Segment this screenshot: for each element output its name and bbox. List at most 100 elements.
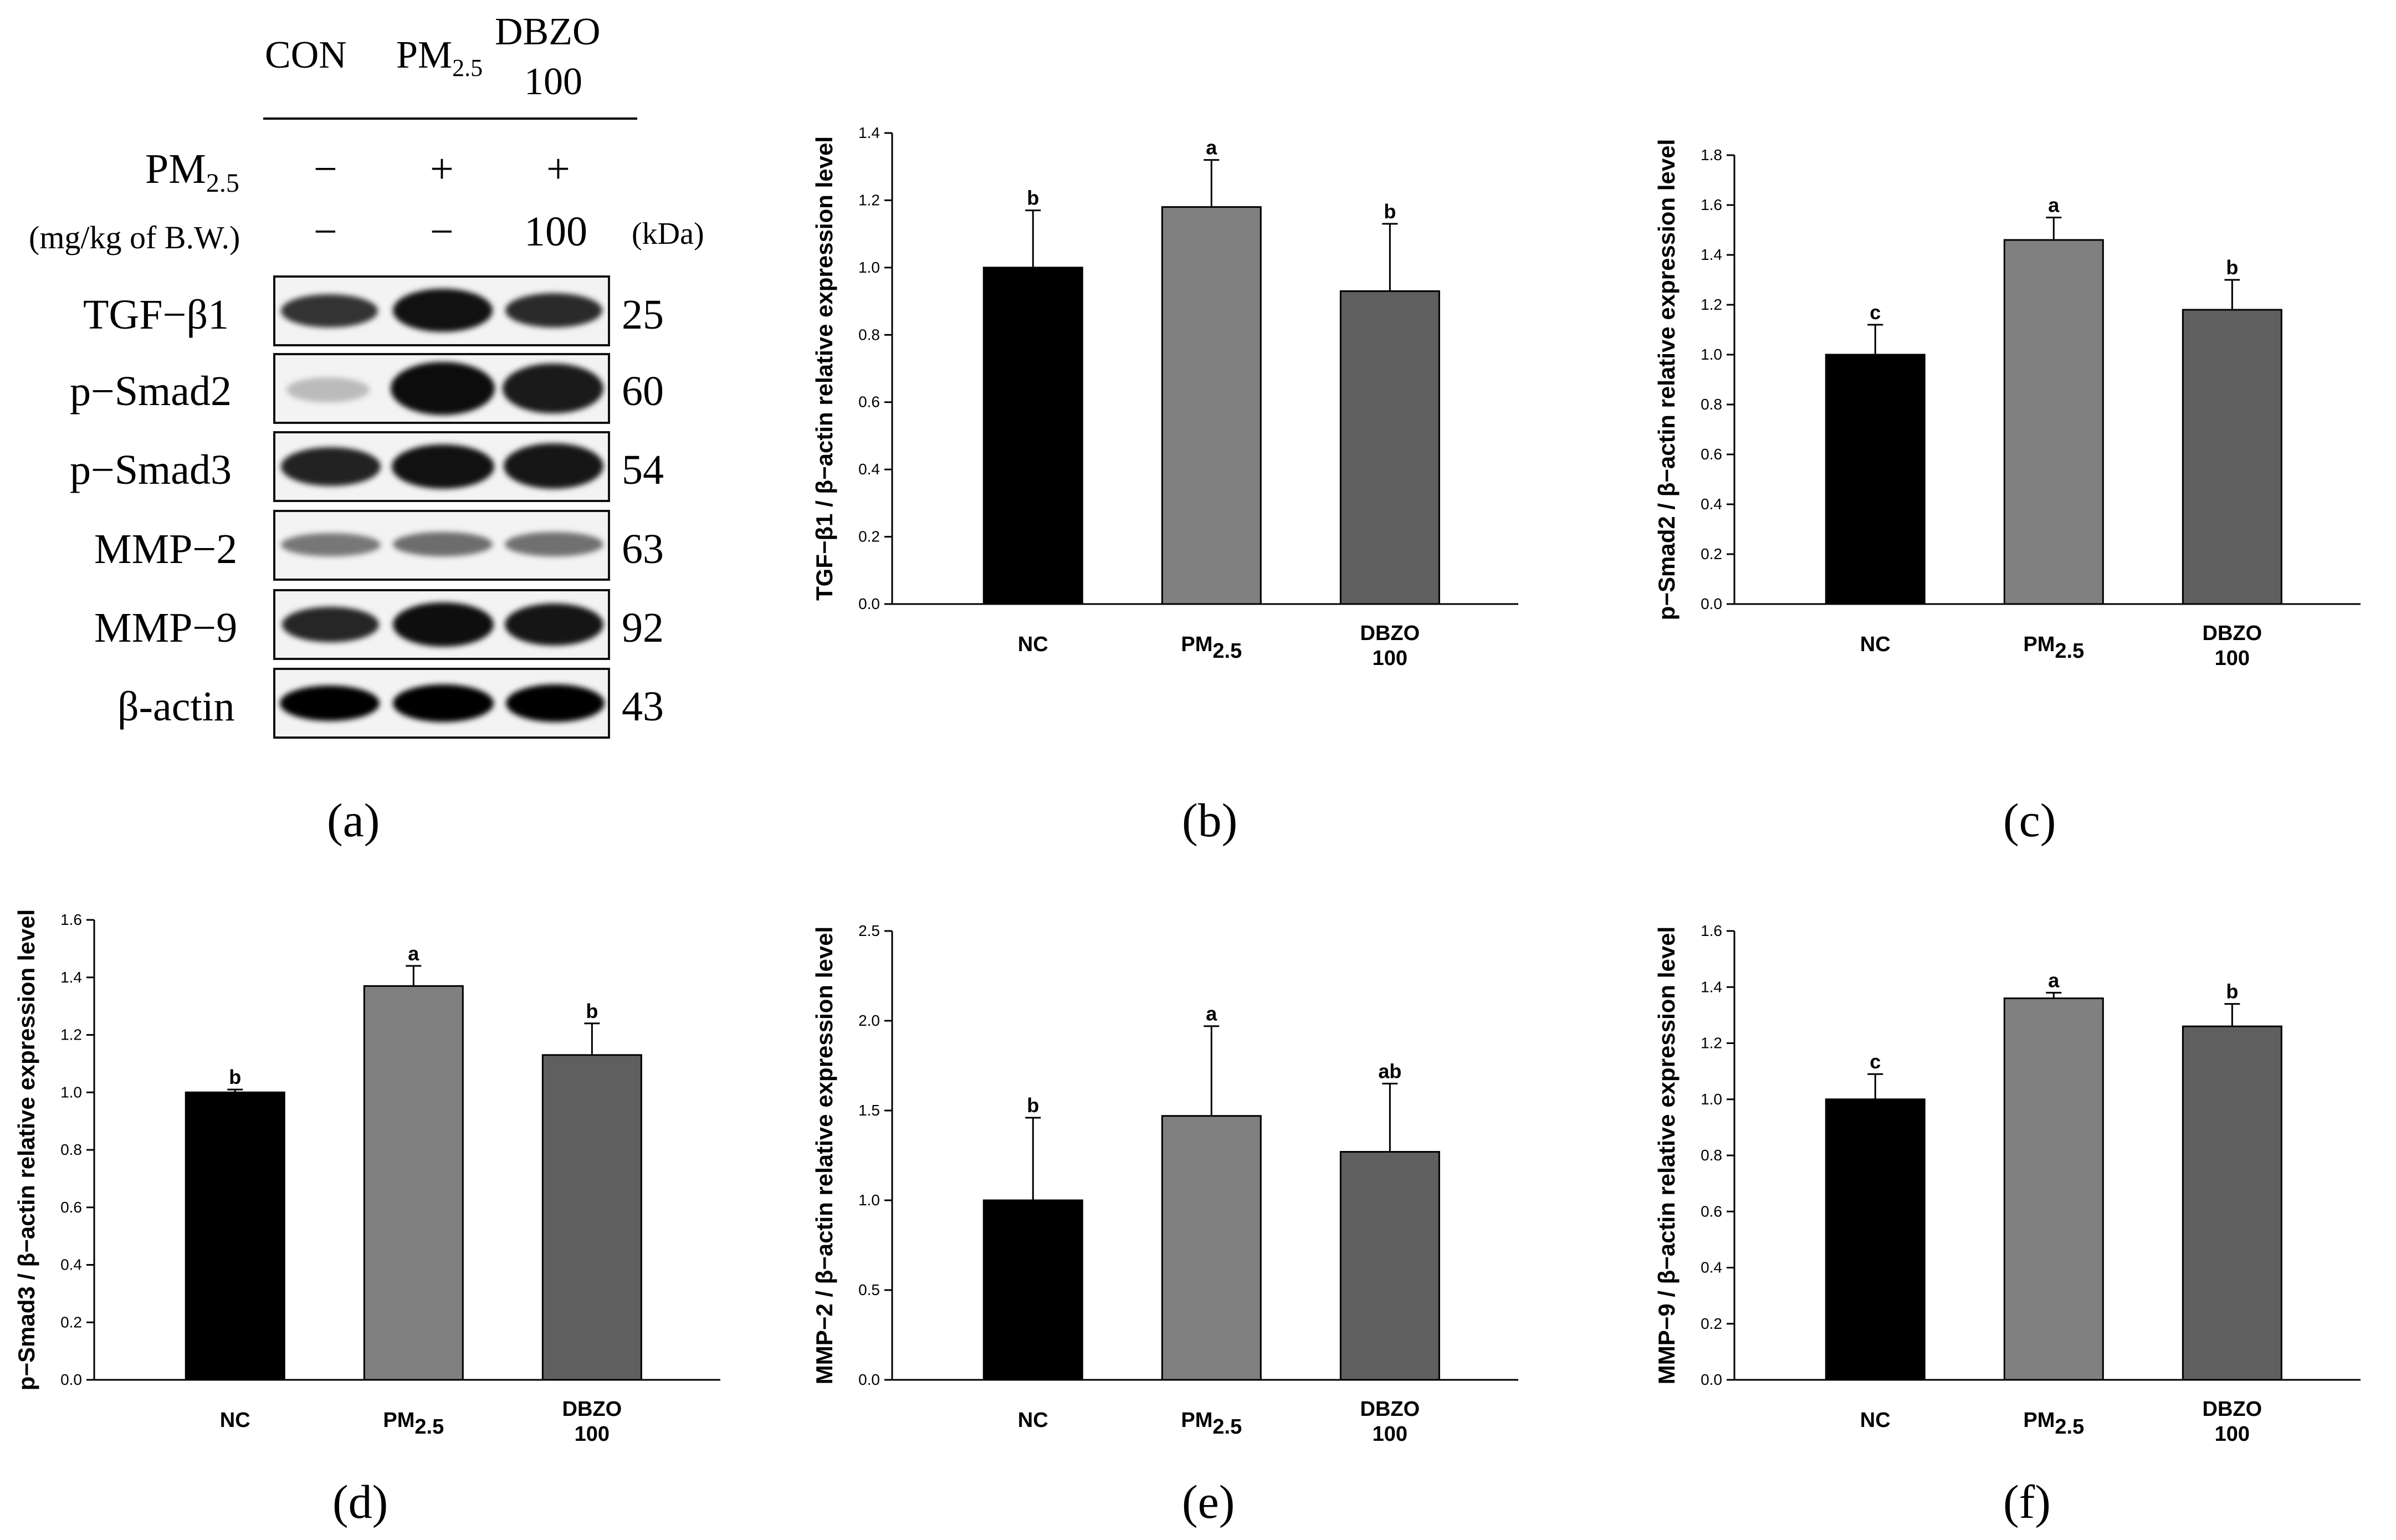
y-tick-label: 1.2 (1701, 296, 1722, 313)
row-dose-pm: − (430, 208, 454, 255)
blot-image (273, 510, 610, 581)
significance-letter: b (2226, 256, 2238, 279)
x-tick-label: DBZO (562, 1398, 622, 1421)
y-tick-label: 0.6 (858, 393, 880, 411)
y-tick-label: 2.5 (858, 922, 880, 939)
panel-label-f: (f) (2003, 1475, 2051, 1528)
kda-unit: (kDa) (632, 217, 704, 251)
bar-chart-p-smad2: 0.0 0.2 0.4 0.6 0.8 1.0 1.2 1.4 1.6 1.8 p−Smad2 / … (1653, 139, 2361, 670)
blot-image (273, 431, 610, 502)
y-tick-label: 0.2 (858, 528, 880, 545)
significance-letter: b (1027, 187, 1039, 209)
x-tick-label: PM2.5 (1181, 1409, 1242, 1439)
x-tick-label: NC (1860, 633, 1891, 656)
y-tick-label: 1.6 (1701, 196, 1722, 213)
y-tick-label: 0.2 (1701, 1315, 1722, 1332)
bar-nc (982, 1199, 1083, 1381)
protein-kda: 25 (622, 291, 664, 338)
row-pm-pm: + (430, 146, 454, 192)
panel-label-c: (c) (2003, 794, 2056, 847)
y-tick-label: 2.0 (858, 1012, 880, 1029)
blot-image (273, 668, 610, 739)
y-axis-label: p−Smad3 / β−actin relative expression le… (13, 909, 39, 1390)
y-tick-label: 1.4 (858, 124, 880, 141)
significance-letter: a (2048, 969, 2060, 991)
y-tick-label: 0.2 (1701, 545, 1722, 562)
protein-label: MMP−9 (94, 605, 238, 651)
y-tick-label: 0.4 (1701, 1259, 1722, 1276)
y-tick-label: 1.0 (858, 1191, 880, 1209)
significance-letter: b (1027, 1094, 1039, 1117)
protein-label: TGF−β1 (83, 291, 229, 338)
bar-pm25 (2003, 239, 2104, 605)
protein-kda: 63 (622, 526, 664, 572)
y-axis-label: MMP−2 / β−actin relative expression leve… (811, 927, 837, 1384)
bar-dbzo100 (1339, 1151, 1440, 1381)
x-tick-label: DBZO (2203, 1398, 2262, 1421)
y-tick-label: 0.0 (858, 1371, 880, 1388)
y-tick-label: 1.8 (1701, 146, 1722, 163)
protein-kda: 92 (622, 605, 664, 651)
y-tick-label: 0.0 (60, 1371, 82, 1388)
y-tick-label: 0.0 (1701, 1371, 1722, 1388)
y-tick-label: 1.2 (1701, 1035, 1722, 1052)
bar-chart-p-smad3: 0.0 0.2 0.4 0.6 0.8 1.0 1.2 1.4 1.6 p−Smad3 / β−a… (13, 909, 720, 1446)
y-tick-label: 0.6 (1701, 1203, 1722, 1220)
y-axis-label: TGF−β1 / β−actin relative expression lev… (811, 136, 837, 601)
significance-letter: a (408, 942, 419, 965)
protein-kda: 43 (622, 683, 664, 730)
significance-letter: a (1206, 136, 1217, 159)
protein-label: β-actin (117, 683, 235, 730)
x-tick-label: 100 (2215, 647, 2250, 670)
x-tick-label: NC (1018, 633, 1048, 656)
bar-dbzo100 (1339, 290, 1440, 605)
y-tick-label: 0.0 (1701, 595, 1722, 612)
x-tick-label: DBZO (1360, 1398, 1420, 1421)
significance-letter: b (1384, 200, 1396, 223)
bar-dbzo100 (541, 1054, 642, 1381)
header-dbzo-dose: 100 (524, 60, 582, 103)
bar-nc (1825, 1098, 1926, 1381)
x-tick-label: PM2.5 (383, 1409, 444, 1439)
significance-letter: b (229, 1066, 241, 1088)
header-pm: PM2.5 (396, 34, 483, 81)
protein-kda: 60 (622, 368, 664, 415)
protein-kda: 54 (622, 447, 664, 493)
y-tick-label: 0.6 (1701, 446, 1722, 463)
y-tick-label: 0.2 (60, 1313, 82, 1331)
y-tick-label: 1.4 (1701, 246, 1722, 263)
protein-label: p−Smad2 (70, 368, 232, 415)
x-tick-label: 100 (1373, 647, 1407, 670)
x-tick-label: 100 (575, 1423, 610, 1446)
significance-letter: c (1870, 301, 1881, 324)
y-tick-label: 0.4 (60, 1256, 82, 1273)
x-tick-label: PM2.5 (2023, 633, 2084, 663)
y-tick-label: 1.0 (1701, 346, 1722, 363)
y-tick-label: 1.6 (60, 911, 82, 928)
y-tick-label: 1.6 (1701, 922, 1722, 939)
x-tick-label: DBZO (1360, 622, 1420, 645)
y-tick-label: 0.6 (60, 1199, 82, 1216)
row-pm-con: − (314, 146, 337, 192)
bar-pm25 (363, 985, 464, 1381)
header-con: CON (265, 34, 347, 76)
bar-dbzo100 (2182, 1025, 2282, 1381)
row-pm-dbzo: + (546, 146, 570, 192)
bar-nc (185, 1091, 285, 1381)
bar-pm25 (1161, 206, 1262, 605)
bar-chart-mmp-9: 0.0 0.2 0.4 0.6 0.8 1.0 1.2 1.4 1.6 MMP−9 / β−act… (1653, 922, 2361, 1446)
panel-label-a: (a) (327, 794, 380, 847)
header-dbzo: DBZO (495, 11, 601, 53)
x-tick-label: NC (1018, 1409, 1048, 1432)
x-tick-label: PM2.5 (2023, 1409, 2084, 1439)
y-tick-label: 0.0 (858, 595, 880, 612)
y-tick-label: 0.8 (1701, 396, 1722, 413)
y-tick-label: 1.5 (858, 1102, 880, 1119)
row-dose-con: − (314, 208, 337, 255)
y-axis-label: p−Smad2 / β−actin relative expression le… (1653, 139, 1680, 620)
y-tick-label: 1.2 (858, 191, 880, 208)
x-tick-label: NC (1860, 1409, 1891, 1432)
y-tick-label: 0.5 (858, 1281, 880, 1298)
row-dose-dbzo: 100 (524, 208, 587, 255)
bar-chart-tgf-b1: 0.0 0.2 0.4 0.6 0.8 1.0 1.2 1.4 TGF−β1 / β−actin… (811, 124, 1518, 670)
